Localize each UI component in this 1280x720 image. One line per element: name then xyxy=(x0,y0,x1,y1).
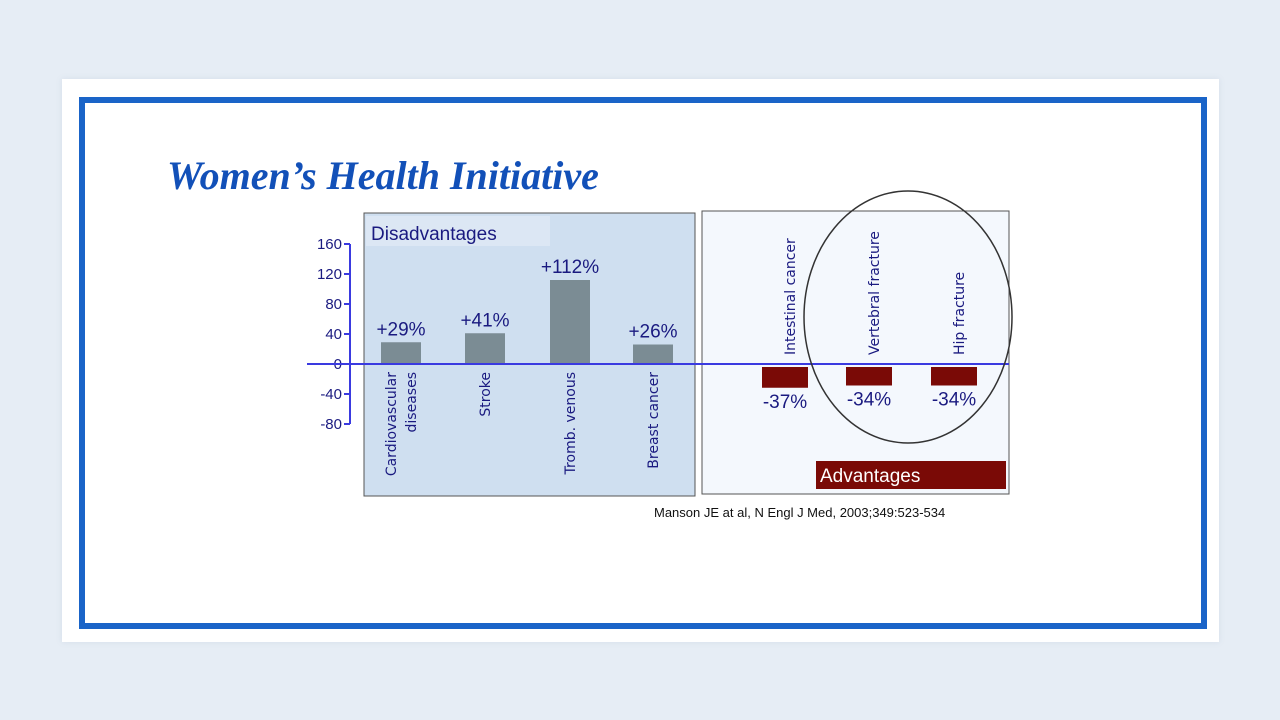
y-tick-label: 40 xyxy=(325,326,342,343)
y-tick-label: 160 xyxy=(317,236,342,253)
highlight-ellipse xyxy=(803,190,1013,444)
y-tick-label: -80 xyxy=(320,416,342,433)
bar xyxy=(931,367,977,386)
bar xyxy=(550,280,590,364)
y-tick-label: -40 xyxy=(320,386,342,403)
data-label: +112% xyxy=(541,257,599,278)
category-label: Tromb. venous xyxy=(563,372,579,475)
category-label: Intestinal cancer xyxy=(783,238,799,355)
data-label: -34% xyxy=(932,390,976,411)
disadvantages-label-bg xyxy=(366,216,550,246)
bar xyxy=(762,367,808,388)
advantages-label-bg xyxy=(816,461,1006,489)
slide-title: Women’s Health Initiative xyxy=(167,153,599,198)
bar xyxy=(381,342,421,364)
slide-frame xyxy=(79,97,1207,629)
advantages-panel xyxy=(701,210,1010,495)
y-tick-label: 120 xyxy=(317,266,342,283)
category-label: Breast cancer xyxy=(646,372,662,469)
category-label: Vertebral fracture xyxy=(867,231,883,355)
disadvantages-label: Disadvantages xyxy=(371,224,497,245)
category-label: Hip fracture xyxy=(952,272,968,355)
bar xyxy=(846,367,892,386)
bar xyxy=(465,333,505,364)
data-label: +29% xyxy=(376,319,425,340)
category-label: diseases xyxy=(404,372,420,432)
category-label: Cardiovascular xyxy=(384,372,400,476)
citation: Manson JE at al, N Engl J Med, 2003;349:… xyxy=(654,505,946,520)
bar xyxy=(633,344,673,364)
data-label: -37% xyxy=(763,392,807,413)
y-tick-label: 80 xyxy=(325,296,342,313)
data-label: +26% xyxy=(628,322,677,343)
data-label: +41% xyxy=(460,310,509,331)
advantages-label: Advantages xyxy=(820,466,920,487)
data-label: -34% xyxy=(847,390,891,411)
category-label: Stroke xyxy=(478,372,494,417)
